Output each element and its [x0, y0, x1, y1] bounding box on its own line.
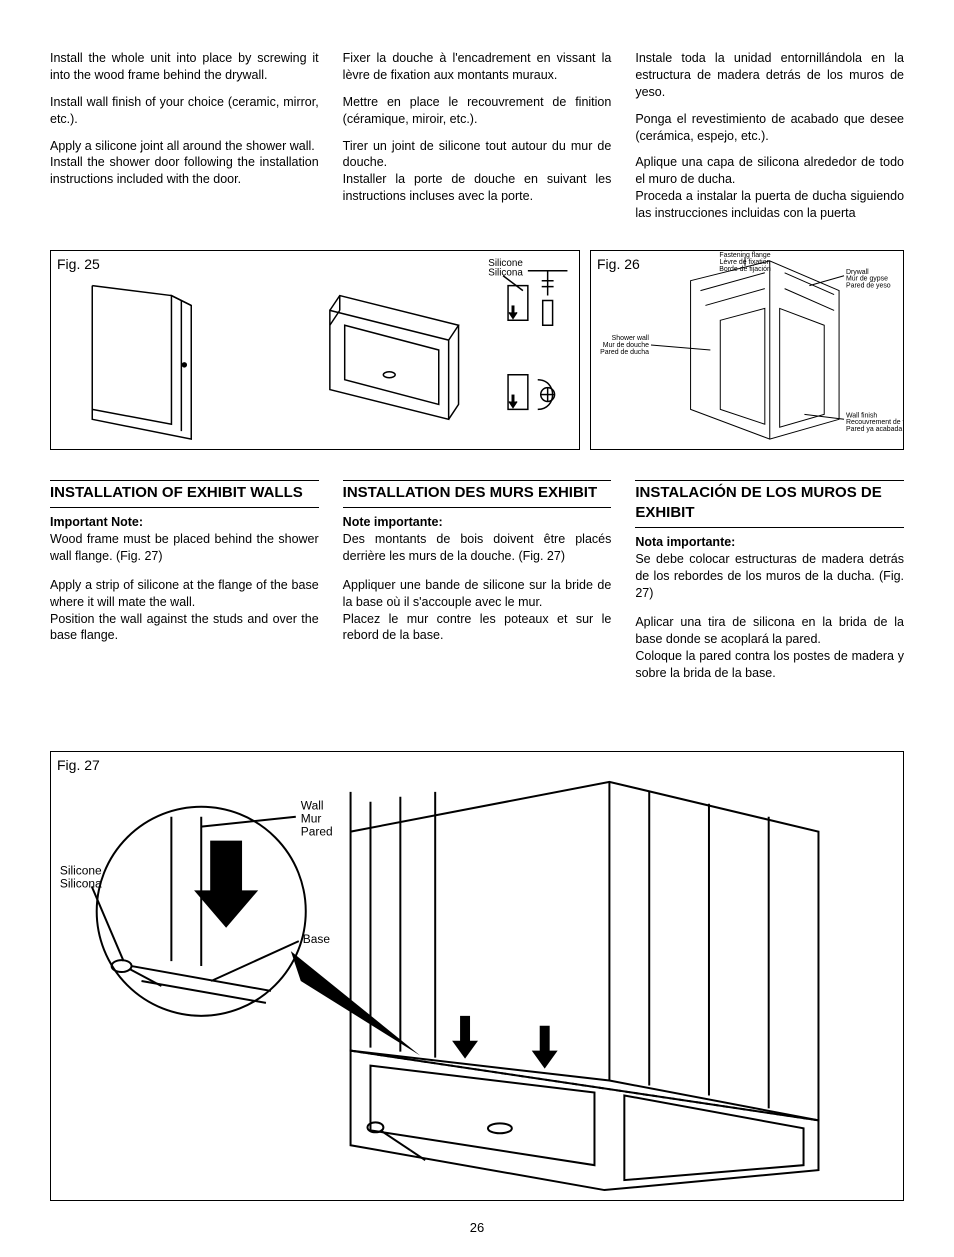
col-en: Install the whole unit into place by scr…	[50, 50, 319, 232]
en-note-text: Wood frame must be placed behind the sho…	[50, 532, 319, 563]
svg-text:Wall: Wall	[301, 799, 324, 813]
fr-p4: Installer la porte de douche en suivant …	[343, 171, 612, 205]
svg-text:Borde de fijación: Borde de fijación	[719, 266, 771, 273]
es-p4: Proceda a instalar la puerta de ducha si…	[635, 188, 904, 222]
en-p4: Install the shower door following the in…	[50, 154, 319, 188]
sec-fr-title: INSTALLATION DES MURS EXHIBIT	[343, 480, 612, 508]
svg-text:Silicona: Silicona	[60, 877, 102, 891]
section-instructions: INSTALLATION OF EXHIBIT WALLS Important …	[50, 480, 904, 692]
svg-text:Mur: Mur	[301, 812, 322, 826]
sec-es: INSTALACIÓN DE LOS MUROS DE EXHIBIT Nota…	[635, 480, 904, 692]
fig26-diagram: Fastening flange Lèvre de fixation Borde…	[591, 251, 903, 449]
page-number: 26	[50, 1219, 904, 1237]
fr-sp2: Placez le mur contre les poteaux et sur …	[343, 611, 612, 645]
en-sp1: Apply a strip of silicone at the flange …	[50, 577, 319, 611]
svg-text:Pared: Pared	[301, 825, 333, 839]
es-sp1: Aplicar una tira de silicona en la brida…	[635, 614, 904, 648]
sec-fr: INSTALLATION DES MURS EXHIBIT Note impor…	[343, 480, 612, 692]
fr-p2: Mettre en place le recouvrement de finit…	[343, 94, 612, 128]
fig26-label: Fig. 26	[597, 255, 640, 274]
en-p3: Apply a silicone joint all around the sh…	[50, 138, 319, 155]
es-sp2: Coloque la pared contra los postes de ma…	[635, 648, 904, 682]
svg-text:Pared ya acabada: Pared ya acabada	[846, 426, 902, 433]
fr-sp1: Appliquer une bande de silicone sur la b…	[343, 577, 612, 611]
fig25-label: Fig. 25	[57, 255, 100, 274]
es-note-label: Nota importante:	[635, 535, 735, 549]
col-es: Instale toda la unidad entornillándola e…	[635, 50, 904, 232]
en-p1: Install the whole unit into place by scr…	[50, 50, 319, 84]
figure-27: Fig. 27	[50, 751, 904, 1201]
en-note-label: Important Note:	[50, 515, 143, 529]
fr-p3: Tirer un joint de silicone tout autour d…	[343, 138, 612, 172]
sec-es-title: INSTALACIÓN DE LOS MUROS DE EXHIBIT	[635, 480, 904, 529]
fig25-diagram: Silicone Silicona	[51, 251, 579, 449]
figure-26: Fig. 26 Fastening flange Lèvre de fixati…	[590, 250, 904, 450]
sec-en-title: INSTALLATION OF EXHIBIT WALLS	[50, 480, 319, 508]
es-note-text: Se debe colocar estructuras de madera de…	[635, 552, 904, 600]
svg-text:Silicone: Silicone	[60, 864, 102, 878]
col-fr: Fixer la douche à l'encadrement en vissa…	[343, 50, 612, 232]
svg-text:Pared de ducha: Pared de ducha	[600, 349, 649, 356]
figure-25: Fig. 25 Silicone Silicon	[50, 250, 580, 450]
fig27-label: Fig. 27	[57, 756, 100, 775]
fr-note-text: Des montants de bois doivent être placés…	[343, 532, 612, 563]
es-p3: Aplique una capa de silicona alrededor d…	[635, 154, 904, 188]
fr-note-label: Note importante:	[343, 515, 443, 529]
fr-p1: Fixer la douche à l'encadrement en vissa…	[343, 50, 612, 84]
sec-en: INSTALLATION OF EXHIBIT WALLS Important …	[50, 480, 319, 692]
en-sp2: Position the wall against the studs and …	[50, 611, 319, 645]
svg-text:Base: Base	[303, 933, 331, 947]
top-instructions: Install the whole unit into place by scr…	[50, 50, 904, 232]
en-p2: Install wall finish of your choice (cera…	[50, 94, 319, 128]
es-p1: Instale toda la unidad entornillándola e…	[635, 50, 904, 101]
es-p2: Ponga el revestimiento de acabado que de…	[635, 111, 904, 145]
svg-text:Pared de yeso: Pared de yeso	[846, 283, 891, 290]
fig27-diagram: Wall Mur Pared Base Silicone Silicona	[51, 752, 903, 1200]
figure-row: Fig. 25 Silicone Silicon	[50, 250, 904, 450]
